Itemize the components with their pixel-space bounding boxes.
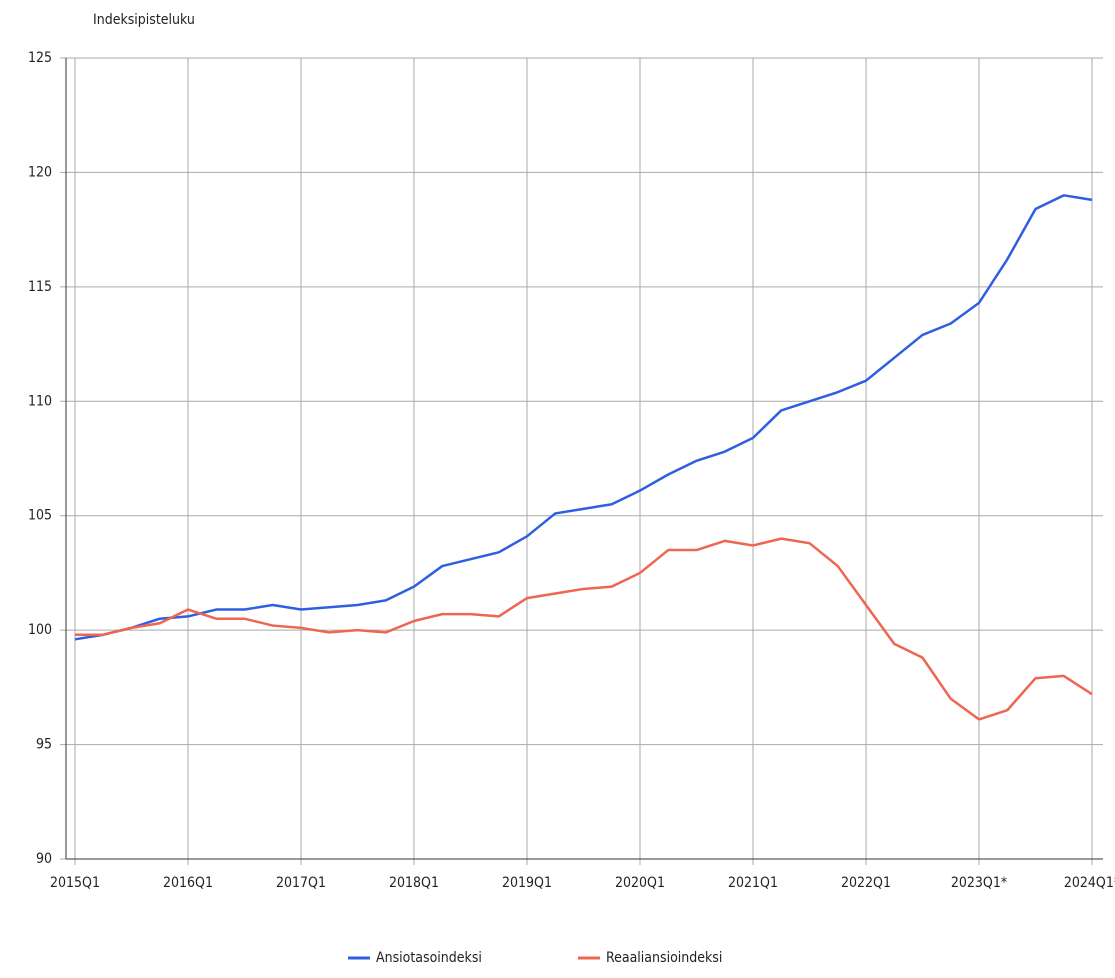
y-axis-label: Indeksipisteluku bbox=[93, 12, 195, 28]
y-tick-label: 105 bbox=[28, 508, 52, 524]
y-tick-label: 95 bbox=[36, 737, 52, 753]
x-tick-label: 2020Q1 bbox=[615, 875, 665, 891]
data-line bbox=[74, 194, 1093, 641]
x-tick-label: 2022Q1 bbox=[841, 875, 891, 891]
data-line bbox=[75, 537, 1093, 721]
x-tick-label: 2017Q1 bbox=[276, 875, 326, 891]
y-tick-label: 110 bbox=[28, 393, 52, 409]
x-tick-label: 2016Q1 bbox=[163, 875, 213, 891]
legend-label: Reaaliansioindeksi bbox=[606, 950, 722, 966]
x-tick-label: 2019Q1 bbox=[502, 875, 552, 891]
y-tick-label: 125 bbox=[28, 50, 52, 66]
x-tick-label: 2018Q1 bbox=[389, 875, 439, 891]
y-tick-label: 115 bbox=[28, 279, 52, 295]
x-tick-label: 2015Q1 bbox=[50, 875, 100, 891]
y-tick-label: 90 bbox=[36, 851, 52, 867]
x-tick-label: 2021Q1 bbox=[728, 875, 778, 891]
y-tick-label: 120 bbox=[28, 164, 52, 180]
x-tick-label: 2024Q1* bbox=[1064, 875, 1115, 891]
legend-label: Ansiotasoindeksi bbox=[376, 950, 482, 966]
x-tick-label: 2023Q1* bbox=[951, 875, 1007, 891]
y-tick-label: 100 bbox=[28, 622, 52, 638]
